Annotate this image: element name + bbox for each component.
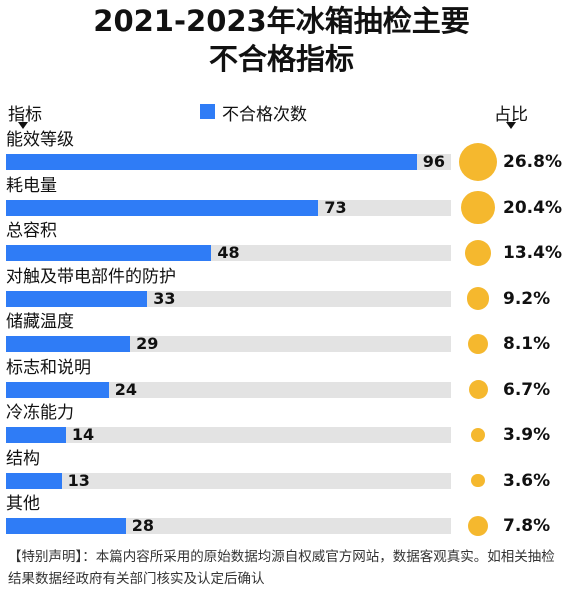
category-label: 耗电量 [6, 175, 57, 196]
share-percent-label: 20.4% [503, 197, 562, 218]
legend-swatch [200, 104, 215, 119]
category-label: 其他 [6, 494, 40, 514]
share-dot [468, 380, 488, 399]
category-header-arrow-icon [18, 122, 28, 129]
legend-label: 不合格次数 [222, 105, 307, 125]
share-dot [461, 190, 495, 225]
chart-title-line-2: 不合格指标 [208, 42, 354, 76]
bar-track [6, 381, 451, 398]
share-dot [467, 333, 489, 355]
bar [6, 154, 417, 170]
bar-track [6, 427, 451, 443]
share-percent-label: 3.9% [503, 425, 551, 445]
bar-value-label: 29 [136, 334, 159, 353]
bar-value-label: 33 [153, 288, 176, 308]
chart-title: 2021-2023年冰箱抽检主要 不合格指标 [0, 2, 563, 78]
bar [6, 381, 109, 398]
share-percent-label: 13.4% [503, 243, 562, 263]
bar [6, 245, 212, 261]
share-header: 占比 [494, 105, 528, 125]
share-dot [466, 287, 490, 310]
bar-value-label: 73 [324, 197, 347, 217]
share-dot [464, 239, 492, 267]
bar-value-label: 28 [131, 516, 155, 535]
share-dot [467, 515, 489, 537]
bar [6, 518, 126, 534]
share-percent-label: 9.2% [503, 288, 551, 309]
share-dot [459, 143, 497, 181]
bar [6, 336, 131, 352]
share-percent-label: 7.8% [503, 516, 551, 536]
share-dot [471, 473, 485, 488]
share-percent-label: 6.7% [503, 379, 551, 400]
bar [6, 290, 148, 307]
share-header-arrow-icon [506, 122, 516, 129]
bar-value-label: 48 [217, 243, 240, 262]
share-percent-label: 8.1% [503, 334, 551, 354]
bar [6, 199, 319, 216]
bar [6, 427, 66, 443]
bar-value-label: 24 [114, 379, 137, 399]
category-label: 储藏温度 [6, 312, 74, 332]
bar-value-label: 13 [67, 470, 90, 490]
share-percent-label: 26.8% [503, 152, 562, 172]
footer-disclaimer: 【特别声明】：本篇内容所采用的原始数据均源自权威官方网站，数据客观真实。如相关抽… [8, 549, 555, 587]
bar [6, 472, 62, 489]
category-label: 标志和说明 [6, 357, 91, 378]
bar-value-label: 96 [422, 152, 446, 171]
chart-title-line-1: 2021-2023年冰箱抽检主要 [93, 4, 470, 38]
share-percent-label: 3.6% [503, 470, 551, 491]
category-label: 结构 [6, 448, 40, 469]
category-header: 指标 [8, 105, 42, 125]
category-label: 冷冻能力 [6, 403, 74, 423]
share-dot [470, 427, 486, 443]
category-label: 能效等级 [6, 130, 74, 150]
bar-value-label: 14 [71, 425, 95, 444]
category-label: 对触及带电部件的防护 [6, 266, 176, 287]
category-label: 总容积 [6, 221, 57, 241]
bar-track [6, 472, 451, 489]
